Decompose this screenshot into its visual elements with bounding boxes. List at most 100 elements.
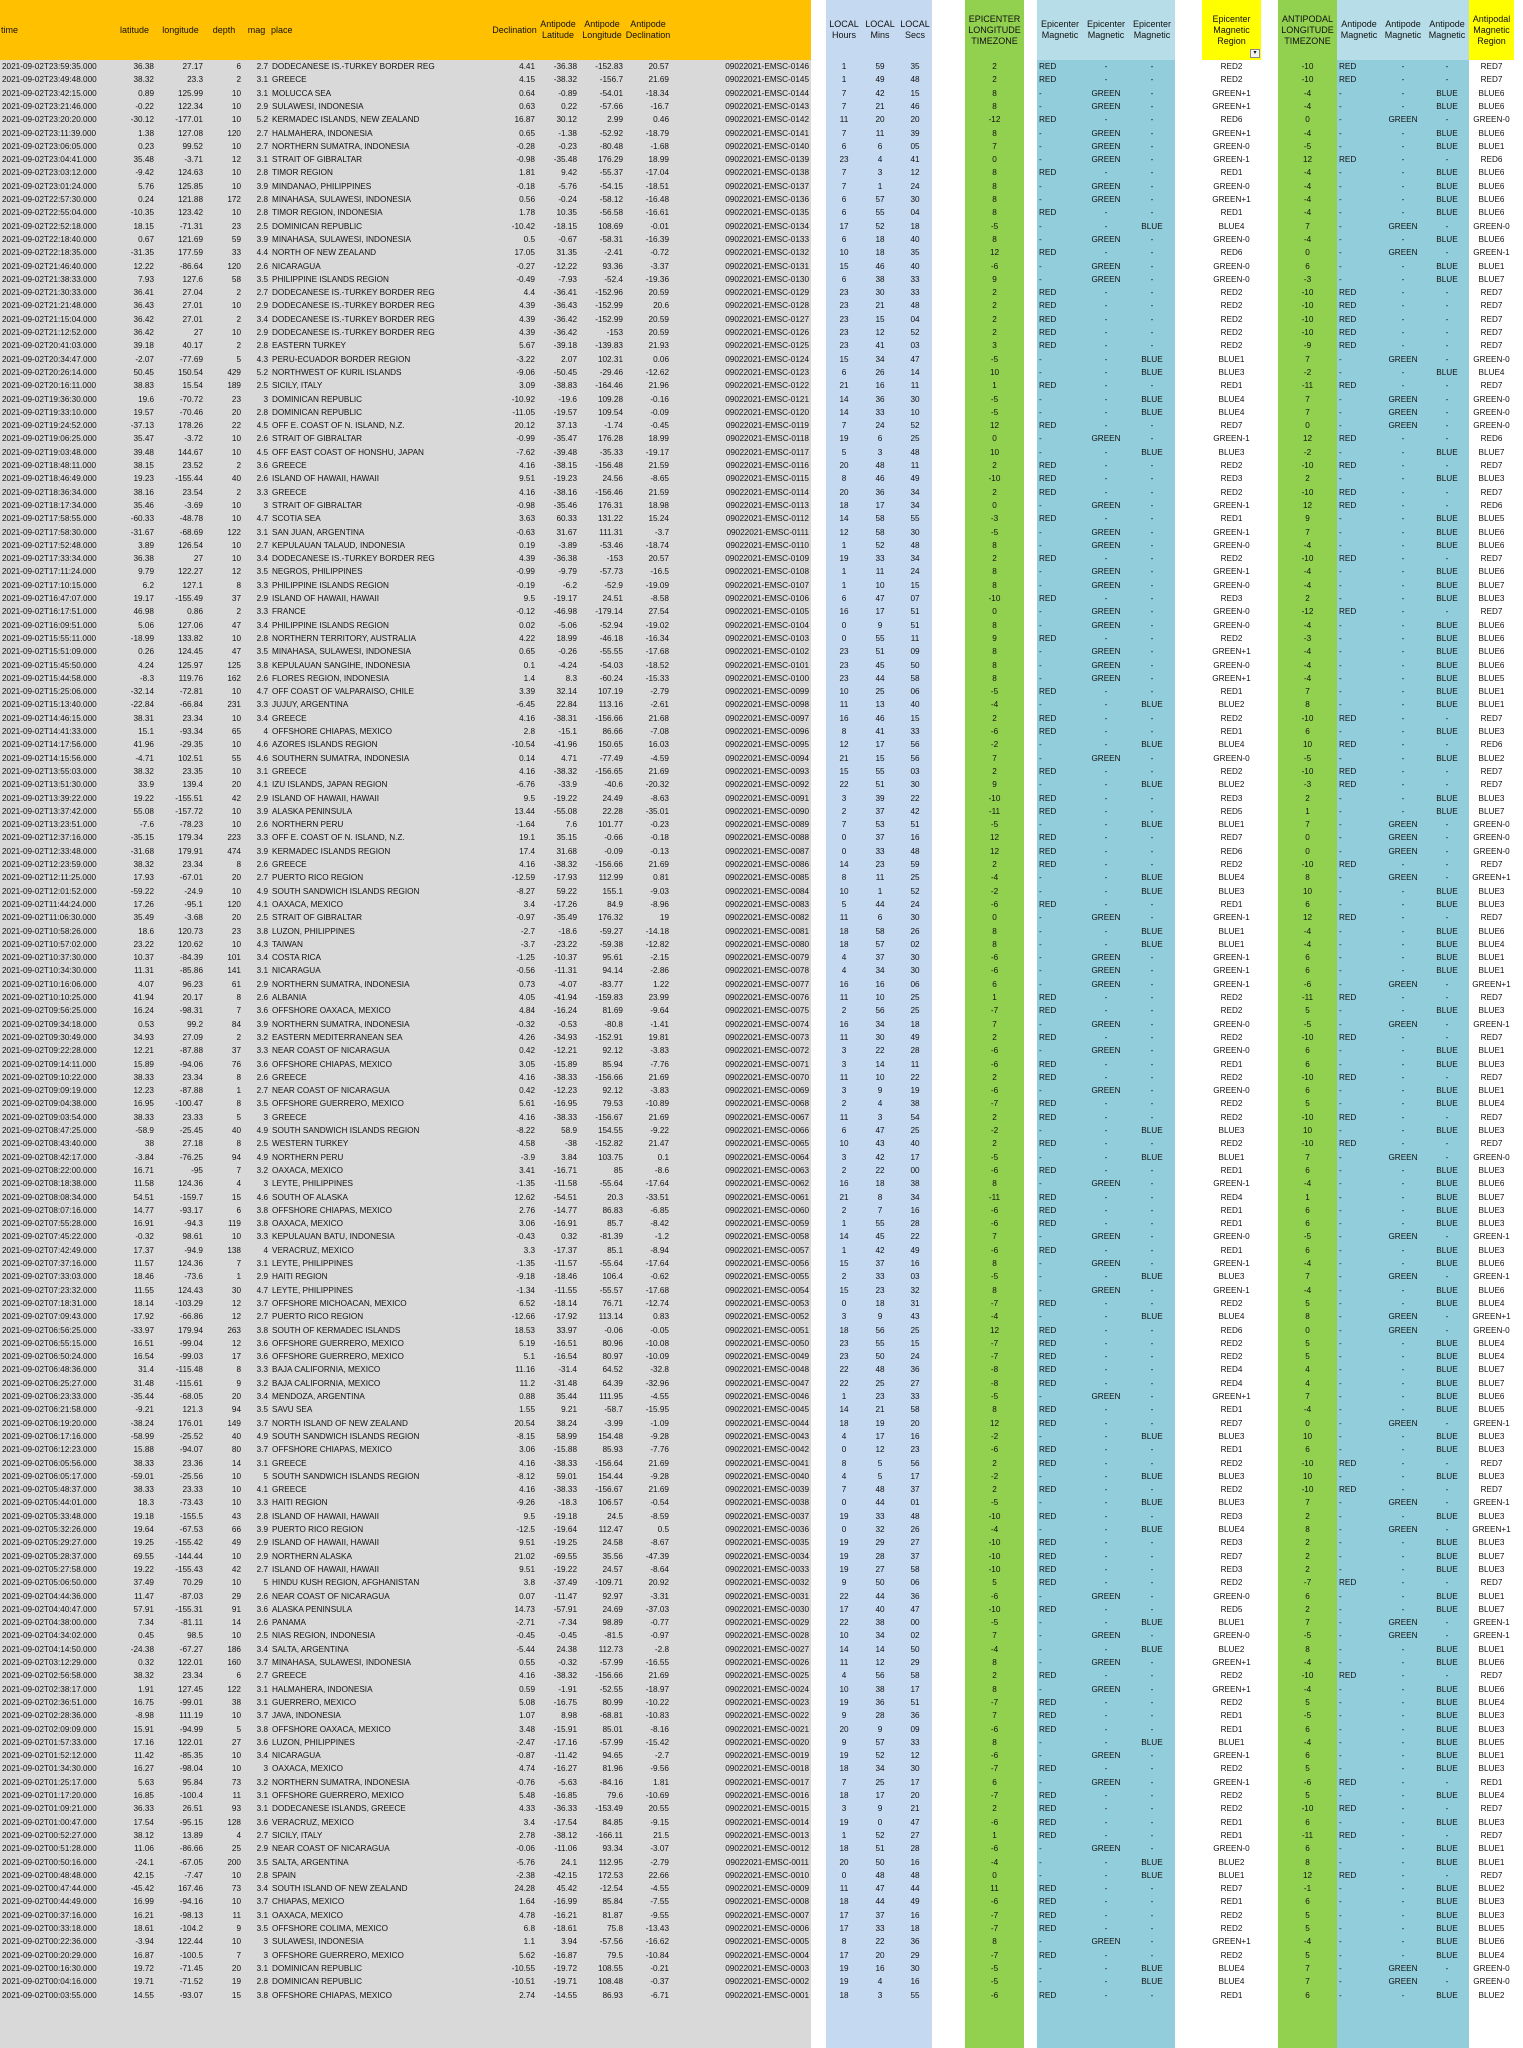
cell-em2[interactable]: - (1104, 1511, 1108, 1521)
cell-em2[interactable]: - (1104, 1711, 1108, 1721)
cell-lh[interactable]: 21 (839, 381, 849, 391)
cell-lh[interactable]: 16 (839, 607, 849, 617)
cell-am2[interactable]: - (1401, 1697, 1405, 1707)
cell-am3[interactable]: - (1445, 780, 1449, 790)
cell-id[interactable]: 09022021-EMSC-0095 (725, 740, 809, 750)
cell-am2[interactable]: - (1401, 1338, 1405, 1348)
cell-alat[interactable]: -16.54 (553, 1352, 577, 1362)
cell-em3[interactable]: - (1150, 1937, 1154, 1947)
cell-place[interactable]: OFFSHORE CHIAPAS, MEXICO (272, 1059, 392, 1069)
cell-id[interactable]: 09022021-EMSC-0115 (725, 474, 809, 484)
cell-lon[interactable]: -25.45 (179, 1126, 203, 1135)
cell-place[interactable]: OAXACA, MEXICO (272, 1165, 343, 1175)
cell-id[interactable]: 09022021-EMSC-0096 (725, 727, 809, 736)
cell-id[interactable]: 09022021-EMSC-0050 (725, 1338, 809, 1348)
column-header-am2[interactable]: Antipode Magnetic (1381, 0, 1425, 60)
cell-id[interactable]: 09022021-EMSC-0066 (725, 1126, 809, 1135)
cell-decl[interactable]: -2.38 (516, 1870, 535, 1880)
cell-depth[interactable]: 30 (231, 1285, 241, 1295)
cell-etz[interactable]: -5 (990, 687, 999, 697)
cell-atz[interactable]: -2 (1303, 367, 1312, 377)
column-header-em3[interactable]: Epicenter Magnetic (1129, 0, 1175, 60)
cell-adecl[interactable]: -16.34 (645, 633, 669, 643)
cell-emr[interactable]: GREEN-1 (1213, 1285, 1250, 1295)
cell-em1[interactable]: - (1039, 181, 1042, 191)
column-header-alon[interactable]: Antipode Longitude (579, 0, 625, 60)
cell-am3[interactable]: BLUE (1436, 181, 1458, 191)
cell-am2[interactable]: - (1401, 607, 1405, 617)
cell-lh[interactable]: 7 (841, 1485, 847, 1495)
cell-lh[interactable]: 1 (841, 567, 847, 577)
cell-lat[interactable]: 19.72 (133, 1963, 155, 1973)
cell-id[interactable]: 09022021-EMSC-0080 (725, 939, 809, 949)
cell-atz[interactable]: 12 (1302, 434, 1313, 444)
cell-adecl[interactable]: -18.51 (645, 181, 669, 191)
cell-lh[interactable]: 3 (841, 793, 847, 803)
cell-emr[interactable]: BLUE3 (1218, 1126, 1245, 1135)
cell-atz[interactable]: 12 (1302, 1870, 1313, 1880)
cell-place[interactable]: MINAHASA, SULAWESI, INDONESIA (272, 1658, 411, 1667)
cell-etz[interactable]: 8 (992, 926, 997, 936)
cell-amr[interactable]: RED7 (1480, 328, 1503, 337)
cell-ls[interactable]: 49 (910, 1032, 920, 1042)
cell-time[interactable]: 2021-09-02T00:16:30.000 (2, 1963, 97, 1973)
cell-em1[interactable]: - (1039, 1232, 1042, 1242)
cell-lat[interactable]: 31.48 (133, 1378, 155, 1388)
cell-decl[interactable]: 4.16 (519, 860, 535, 869)
cell-am3[interactable]: BLUE (1436, 1431, 1458, 1441)
cell-emr[interactable]: GREEN-0 (1213, 1232, 1250, 1242)
cell-emr[interactable]: RED1 (1220, 1711, 1243, 1721)
cell-am3[interactable]: BLUE (1436, 208, 1458, 218)
cell-emr[interactable]: RED2 (1220, 1338, 1243, 1348)
cell-am1[interactable]: - (1339, 1312, 1342, 1322)
cell-lm[interactable]: 52 (875, 1751, 885, 1761)
cell-em1[interactable]: RED (1039, 1418, 1057, 1428)
cell-decl[interactable]: 4.16 (519, 713, 535, 723)
cell-am3[interactable]: - (1445, 314, 1449, 324)
cell-id[interactable]: 09022021-EMSC-0052 (725, 1312, 809, 1322)
cell-ls[interactable]: 51 (910, 1697, 920, 1707)
cell-am1[interactable]: RED (1339, 766, 1357, 776)
cell-am2[interactable]: - (1401, 381, 1405, 391)
cell-etz[interactable]: 2 (992, 1072, 997, 1082)
cell-alon[interactable]: 86.93 (602, 1990, 624, 2000)
cell-depth[interactable]: 2 (236, 288, 241, 298)
cell-am1[interactable]: - (1339, 101, 1342, 111)
cell-em3[interactable]: - (1150, 1298, 1154, 1308)
cell-decl[interactable]: 20.54 (514, 1418, 536, 1428)
cell-amr[interactable]: RED7 (1480, 1804, 1503, 1814)
cell-em2[interactable]: GREEN (1091, 1631, 1121, 1641)
cell-lh[interactable]: 23 (839, 328, 849, 337)
cell-alat[interactable]: -35.46 (553, 500, 577, 510)
cell-decl[interactable]: 0.64 (519, 88, 535, 98)
cell-adecl[interactable]: -7.55 (650, 1897, 669, 1907)
cell-lon[interactable]: 23.33 (182, 1112, 204, 1122)
cell-lh[interactable]: 1 (841, 75, 847, 85)
cell-adecl[interactable]: -10.08 (645, 1338, 669, 1348)
cell-lon[interactable]: -70.72 (179, 394, 203, 404)
cell-depth[interactable]: 42 (231, 1564, 241, 1574)
cell-em1[interactable]: - (1039, 1019, 1042, 1029)
cell-lon[interactable]: -68.05 (179, 1392, 203, 1401)
cell-lm[interactable]: 22 (875, 1046, 885, 1056)
cell-place[interactable]: LUZON, PHILIPPINES (272, 926, 355, 936)
cell-em2[interactable]: GREEN (1091, 500, 1121, 510)
cell-lat[interactable]: 38.15 (133, 461, 155, 470)
cell-am2[interactable]: - (1401, 554, 1405, 564)
cell-decl[interactable]: 0.56 (519, 195, 535, 204)
cell-depth[interactable]: 2 (236, 75, 241, 85)
cell-id[interactable]: 09022021-EMSC-0057 (725, 1245, 809, 1255)
cell-em3[interactable]: - (1150, 1059, 1154, 1069)
cell-time[interactable]: 2021-09-02T02:09:09.000 (2, 1724, 97, 1734)
cell-emr[interactable]: BLUE3 (1218, 1471, 1245, 1481)
cell-mag[interactable]: 4.9 (256, 886, 268, 896)
cell-lm[interactable]: 0 (877, 1817, 883, 1827)
cell-lon[interactable]: 40.17 (182, 341, 204, 351)
cell-atz[interactable]: 7 (1305, 527, 1310, 537)
cell-alon[interactable]: 64.52 (602, 1365, 624, 1375)
cell-am2[interactable]: - (1401, 713, 1405, 723)
cell-ls[interactable]: 30 (910, 195, 920, 204)
cell-am3[interactable]: BLUE (1436, 1697, 1458, 1707)
cell-adecl[interactable]: 21.69 (648, 860, 670, 869)
